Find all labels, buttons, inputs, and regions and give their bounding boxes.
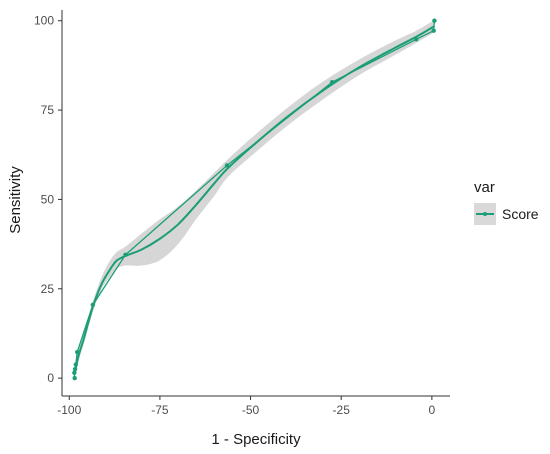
x-axis-title: 1 - Specificity [211,431,301,448]
series-line-layer [73,20,436,379]
data-point [123,252,128,258]
series-line-score [73,20,436,379]
data-point [329,79,335,85]
legend-label-score: Score [502,206,539,222]
y-axis-title: Sensitivity [7,166,24,234]
x-tick-label: 0 [429,403,436,417]
y-tick-label: 100 [34,14,54,28]
data-point [90,302,96,308]
x-tick-label: -100 [57,403,81,417]
legend-key-point [483,212,487,216]
data-point [72,375,77,381]
y-tick-label: 0 [47,371,54,385]
y-tick-label: 50 [41,192,55,206]
data-point [75,349,80,355]
data-point [72,370,77,375]
data-point [431,28,436,33]
x-tick-label: -50 [242,403,260,417]
data-point [72,366,78,372]
x-tick-label: -25 [333,403,351,417]
data-point [432,18,437,23]
series-point-layer [72,18,437,381]
x-axis-ticks: -100 -75 -50 -25 0 [57,396,436,417]
confidence-band [74,20,435,379]
legend-title: var [474,179,495,196]
data-point [73,362,78,367]
confidence-band-layer [74,20,435,379]
data-point [414,37,419,42]
smooth-line-score [73,25,435,375]
legend: var Score [474,179,539,225]
x-tick-label: -75 [151,403,169,417]
y-tick-label: 25 [41,282,55,296]
y-tick-label: 75 [41,103,55,117]
y-axis-ticks: 0 25 50 75 100 [34,14,62,385]
data-point [224,163,230,168]
